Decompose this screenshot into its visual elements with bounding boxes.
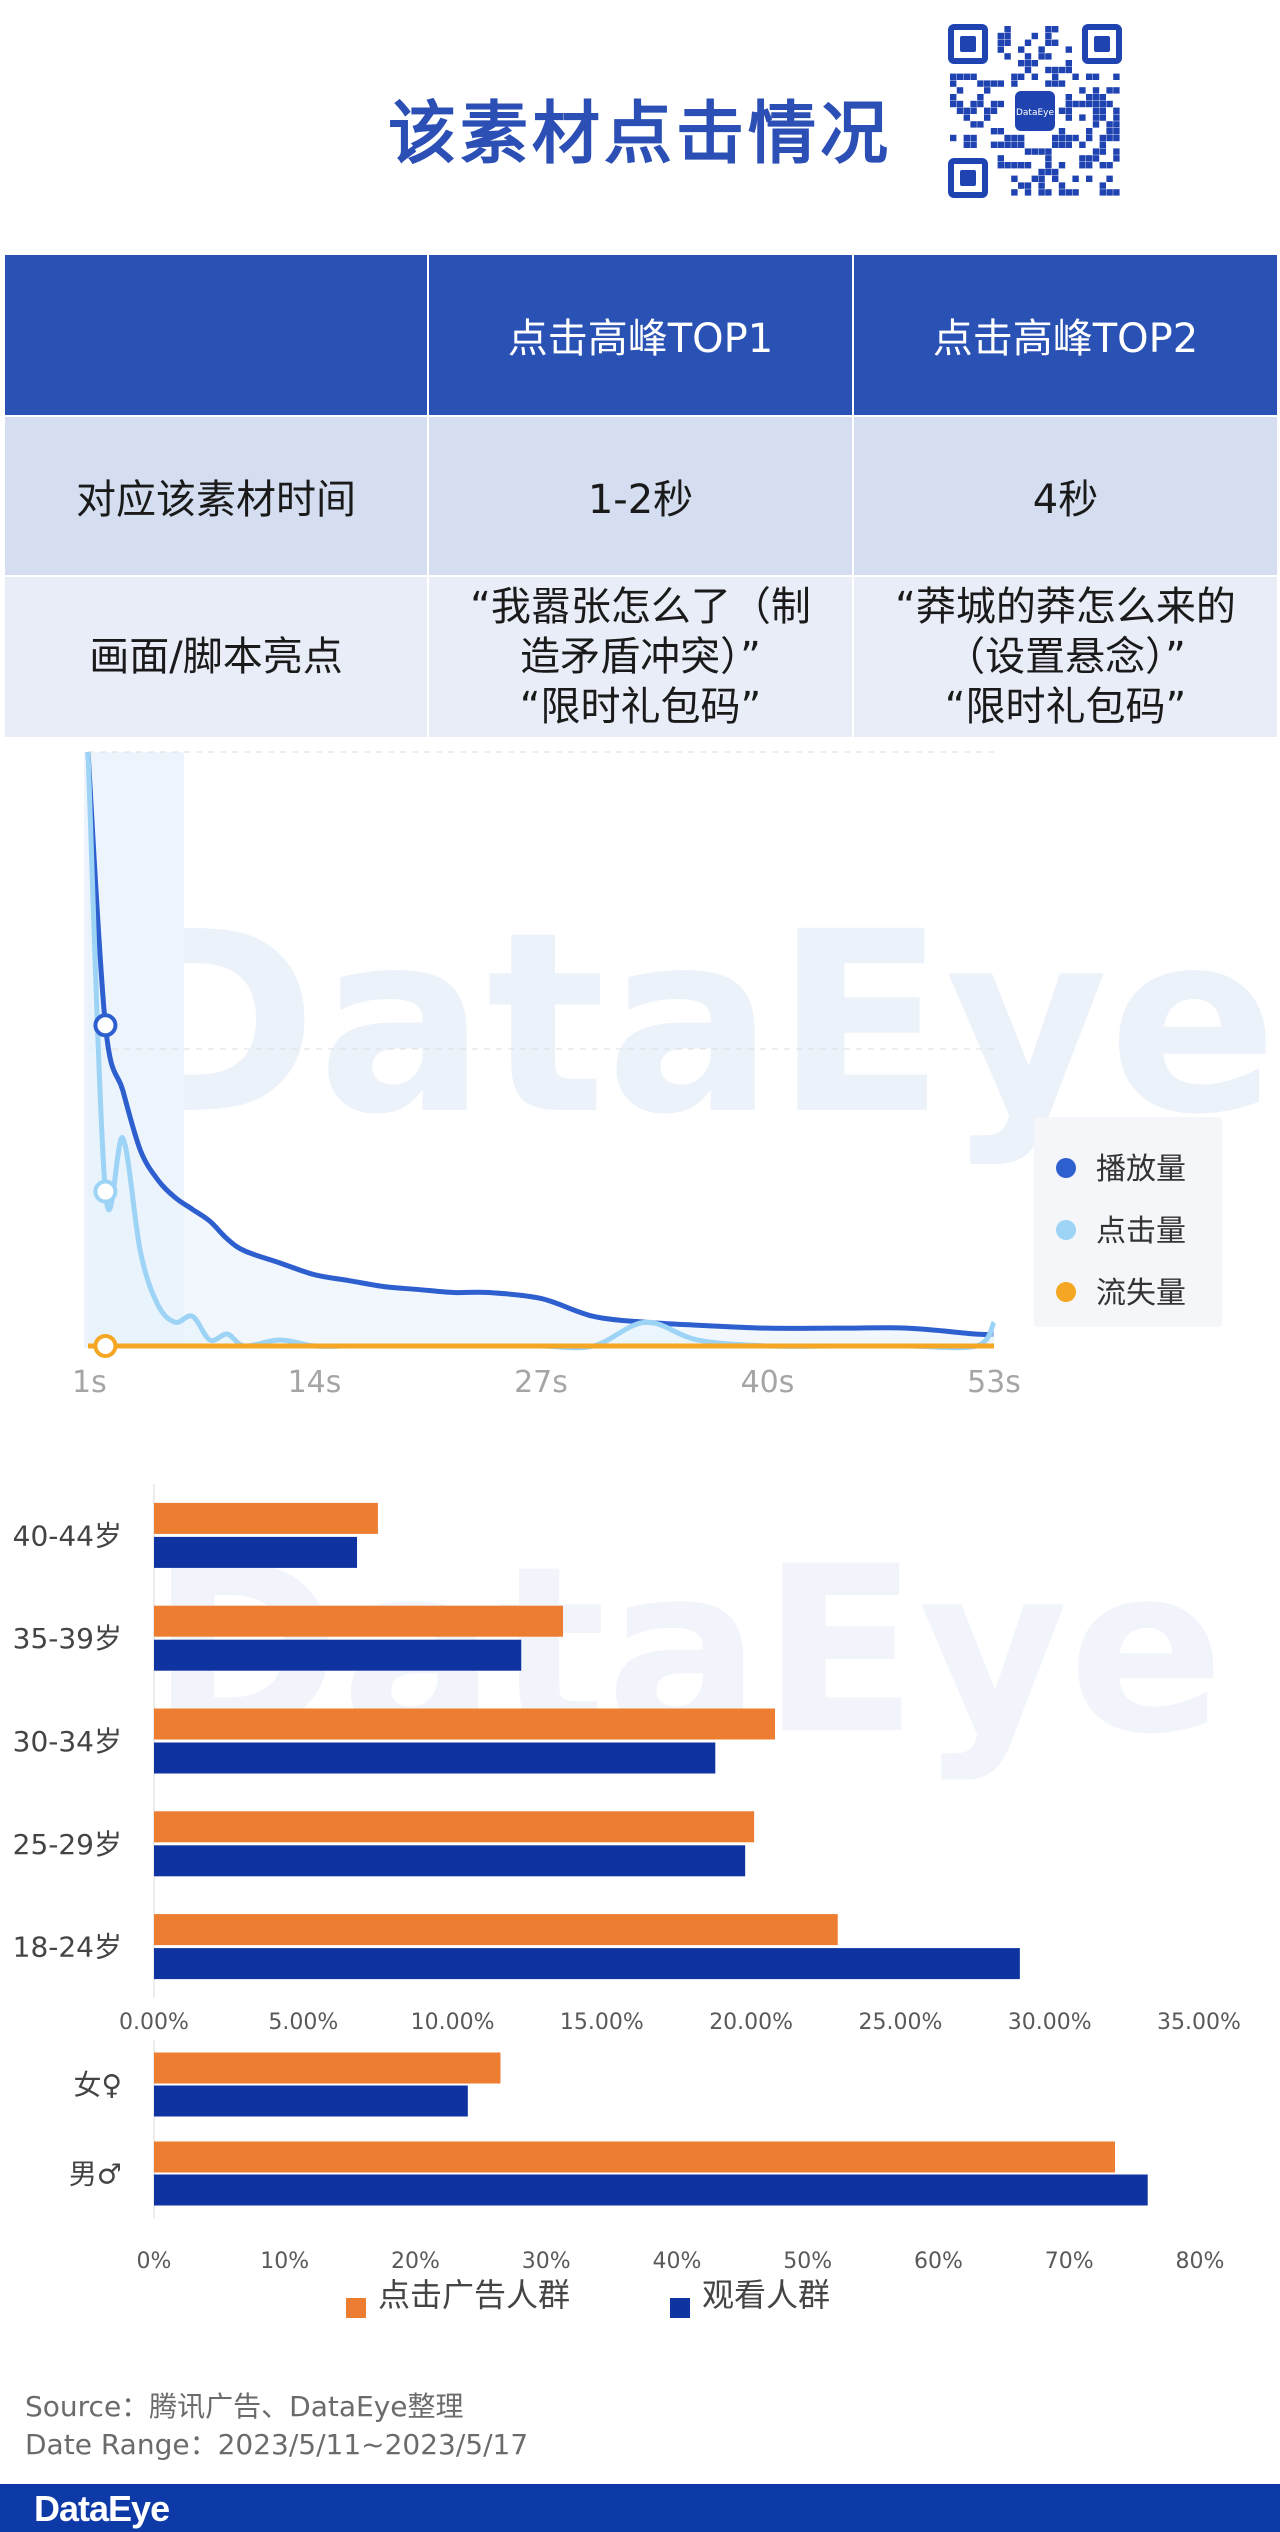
x-tick-label: 20% — [391, 2249, 440, 2274]
bar — [154, 2174, 1148, 2206]
x-tick-label: 30.00% — [1008, 2010, 1092, 2035]
x-tick-label: 60% — [914, 2249, 963, 2274]
category-label: 25-29岁 — [13, 1828, 122, 1861]
table-row-time: 对应该素材时间 1-2秒 4秒 — [3, 415, 1279, 577]
x-tick-label: 40% — [653, 2249, 702, 2274]
bar — [154, 1948, 1020, 1980]
demographic-bar-chart: DataEye40-44岁35-39岁30-34岁25-29岁18-24岁0.0… — [13, 1484, 1241, 2318]
bar — [154, 1502, 378, 1534]
series-marker — [93, 1013, 118, 1038]
legend-label: 播放量 — [1096, 1152, 1186, 1187]
x-tick-label: 10.00% — [411, 2010, 495, 2035]
footer-logo: DataEye — [34, 2488, 170, 2529]
series-marker — [93, 1334, 118, 1358]
bar — [154, 1845, 746, 1877]
table-row-highlight: 画面/脚本亮点 “我嚣张怎么了（制 造矛盾冲突）” “限时礼包码” “莽城的莽怎… — [3, 575, 1279, 739]
time-row-top1: 1-2秒 — [427, 415, 854, 577]
bar — [154, 2085, 468, 2117]
bar — [154, 1811, 755, 1843]
bar — [154, 1708, 776, 1740]
x-tick-label: 5.00% — [268, 2010, 338, 2035]
x-tick-label: 70% — [1045, 2249, 1094, 2274]
highlight-top1-line: 造矛盾冲突）” — [520, 634, 761, 680]
category-label: 18-24岁 — [13, 1931, 122, 1964]
category-label: 女♀ — [73, 2069, 122, 2102]
peak-table: 点击高峰TOP1 点击高峰TOP2 对应该素材时间 1-2秒 4秒 画面/脚本亮… — [3, 253, 1279, 739]
highlight-top1-line: “我嚣张怎么了（制 — [470, 584, 811, 630]
x-tick-label: 25.00% — [858, 2010, 942, 2035]
x-tick-label: 80% — [1176, 2249, 1225, 2274]
bar — [154, 1914, 838, 1946]
highlight-row-top1: “我嚣张怎么了（制 造矛盾冲突）” “限时礼包码” — [427, 575, 854, 739]
highlight-top2-line: （设置悬念）” — [945, 634, 1186, 680]
x-tick-label: 10% — [260, 2249, 309, 2274]
series-marker — [93, 1179, 118, 1204]
bar — [154, 1605, 564, 1637]
time-row-label: 对应该素材时间 — [3, 415, 429, 577]
legend-swatch — [1056, 1282, 1076, 1302]
x-tick-label: 1s — [72, 1365, 107, 1400]
highlight-row-label: 画面/脚本亮点 — [3, 575, 429, 739]
x-tick-label: 14s — [288, 1365, 342, 1400]
x-tick-label: 50% — [783, 2249, 832, 2274]
x-tick-label: 0.00% — [119, 2010, 189, 2035]
bar — [154, 1639, 522, 1671]
highlight-top1-line: “限时礼包码” — [519, 684, 762, 730]
page-title: 该素材点击情况 — [0, 78, 1280, 177]
x-tick-label: 35.00% — [1157, 2010, 1241, 2035]
legend-label: 点击量 — [1096, 1214, 1186, 1249]
x-tick-label: 27s — [514, 1365, 568, 1400]
series-area — [88, 752, 994, 1346]
category-label: 40-44岁 — [13, 1519, 122, 1552]
qr-logo: DataEye — [1016, 108, 1055, 118]
legend-box — [1034, 1117, 1222, 1327]
bar — [154, 2052, 501, 2084]
legend-swatch — [1056, 1158, 1076, 1178]
source-label: Source：腾讯广告、DataEye整理 — [25, 2390, 464, 2423]
page-title-text: 该素材点击情况 — [387, 95, 892, 174]
date-range: Date Range：2023/5/11~2023/5/17 — [25, 2428, 529, 2461]
bar — [154, 2141, 1116, 2173]
bar — [154, 1536, 358, 1568]
footer-bar: DataEye — [0, 2484, 1280, 2532]
qr-code: DataEye — [946, 22, 1124, 200]
x-tick-label: 20.00% — [709, 2010, 793, 2035]
source-note: Source：腾讯广告、DataEye整理 Date Range：2023/5/… — [25, 2388, 528, 2464]
x-tick-label: 53s — [967, 1365, 1021, 1400]
table-header-row: 点击高峰TOP1 点击高峰TOP2 — [3, 253, 1279, 417]
time-row-top2: 4秒 — [852, 415, 1279, 577]
x-tick-label: 15.00% — [560, 2010, 644, 2035]
table-header-top2: 点击高峰TOP2 — [852, 253, 1279, 417]
x-tick-label: 0% — [137, 2249, 172, 2274]
highlight-top2-line: “莽城的莽怎么来的 — [895, 584, 1236, 630]
legend-label: 点击广告人群 — [378, 2276, 570, 2314]
legend-label: 观看人群 — [702, 2276, 830, 2314]
table-header-empty — [3, 253, 429, 417]
table-header-top1: 点击高峰TOP1 — [427, 253, 854, 417]
legend-swatch — [670, 2298, 690, 2318]
legend-swatch — [346, 2298, 366, 2318]
legend-swatch — [1056, 1220, 1076, 1240]
highlight-top2-line: “限时礼包码” — [944, 684, 1187, 730]
legend-label: 流失量 — [1096, 1276, 1186, 1311]
series-line — [85, 751, 995, 1338]
category-label: 男♂ — [69, 2158, 122, 2191]
x-tick-label: 40s — [741, 1365, 795, 1400]
x-tick-label: 30% — [522, 2249, 571, 2274]
bar — [154, 1742, 716, 1774]
highlight-row-top2: “莽城的莽怎么来的 （设置悬念）” “限时礼包码” — [852, 575, 1279, 739]
category-label: 30-34岁 — [13, 1725, 122, 1758]
category-label: 35-39岁 — [13, 1622, 122, 1655]
